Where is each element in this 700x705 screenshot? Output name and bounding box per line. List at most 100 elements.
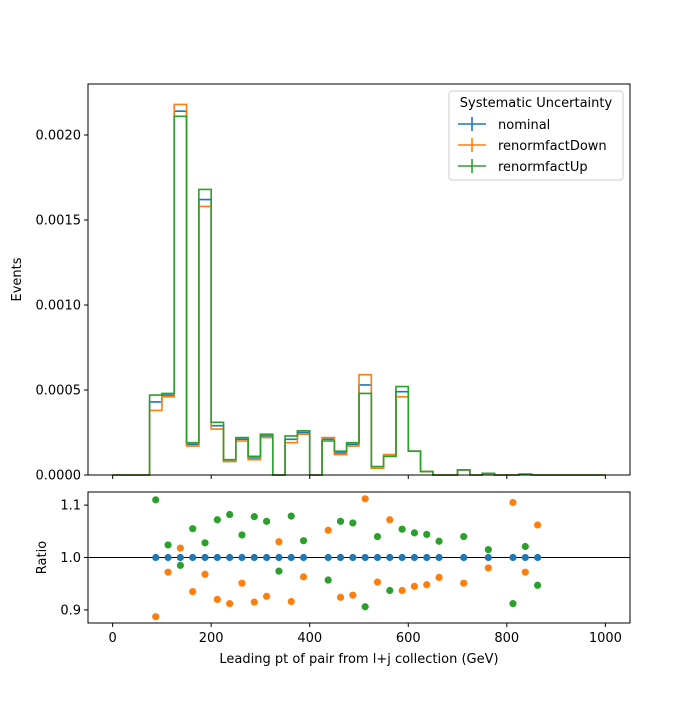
ratio-point-renormfactUp — [534, 582, 541, 589]
ratio-point-renormfactDown — [362, 495, 369, 502]
ratio-point-nominal — [460, 554, 467, 561]
ratio-point-renormfactDown — [325, 527, 332, 534]
ratio-point-nominal — [226, 554, 233, 561]
ratio-point-nominal — [423, 554, 430, 561]
ratio-point-nominal — [534, 554, 541, 561]
x-axis-label: Leading pt of pair from l+j collection (… — [219, 652, 498, 667]
ratio-point-renormfactDown — [460, 580, 467, 587]
ratio-point-renormfactDown — [189, 588, 196, 595]
ratio-point-renormfactUp — [300, 537, 307, 544]
ratio-point-renormfactUp — [275, 568, 282, 575]
ratio-point-renormfactUp — [362, 603, 369, 610]
ratio-point-renormfactDown — [374, 579, 381, 586]
ratio-point-renormfactDown — [337, 594, 344, 601]
ratio-point-nominal — [275, 554, 282, 561]
ratio-point-renormfactDown — [152, 613, 159, 620]
ratio-point-renormfactUp — [349, 519, 356, 526]
ratio-point-nominal — [485, 554, 492, 561]
ratio-point-renormfactUp — [411, 529, 418, 536]
ratio-point-renormfactDown — [164, 569, 171, 576]
ratio-point-renormfactUp — [386, 587, 393, 594]
ratio-point-renormfactUp — [423, 531, 430, 538]
ratio-point-renormfactUp — [325, 576, 332, 583]
ratio-point-renormfactDown — [201, 571, 208, 578]
x-tick-label: 800 — [494, 631, 519, 646]
ratio-point-nominal — [164, 554, 171, 561]
ratio-point-nominal — [435, 554, 442, 561]
ratio-point-nominal — [325, 554, 332, 561]
ratio-point-renormfactDown — [214, 596, 221, 603]
ratio-point-renormfactUp — [337, 518, 344, 525]
ratio-y-tick-label: 1.0 — [60, 551, 81, 566]
ratio-point-renormfactDown — [349, 592, 356, 599]
ratio-point-renormfactUp — [177, 562, 184, 569]
legend-label-renormfactUp: renormfactUp — [498, 160, 588, 175]
ratio-point-nominal — [251, 554, 258, 561]
ratio-point-nominal — [189, 554, 196, 561]
legend-title: Systematic Uncertainty — [460, 96, 613, 111]
ratio-point-renormfactUp — [509, 600, 516, 607]
main-y-axis-label: Events — [10, 257, 25, 301]
ratio-point-nominal — [201, 554, 208, 561]
legend-label-renormfactDown: renormfactDown — [498, 139, 607, 154]
ratio-point-renormfactDown — [177, 544, 184, 551]
ratio-point-renormfactDown — [386, 516, 393, 523]
ratio-point-renormfactDown — [238, 580, 245, 587]
ratio-point-nominal — [522, 554, 529, 561]
ratio-point-renormfactUp — [189, 525, 196, 532]
ratio-point-renormfactDown — [423, 581, 430, 588]
ratio-point-renormfactUp — [288, 513, 295, 520]
ratio-point-nominal — [288, 554, 295, 561]
ratio-point-renormfactUp — [251, 513, 258, 520]
ratio-y-tick-label: 0.9 — [60, 603, 81, 618]
legend-label-nominal: nominal — [498, 118, 550, 133]
ratio-point-renormfactDown — [399, 587, 406, 594]
x-tick-label: 600 — [396, 631, 421, 646]
ratio-point-renormfactUp — [263, 518, 270, 525]
main-y-tick-label: 0.0005 — [36, 384, 82, 399]
ratio-point-nominal — [386, 554, 393, 561]
ratio-point-nominal — [349, 554, 356, 561]
ratio-point-renormfactUp — [435, 538, 442, 545]
legend: Systematic Uncertainty nominal renormfact… — [449, 91, 623, 180]
ratio-point-renormfactUp — [164, 541, 171, 548]
main-y-tick-label: 0.0020 — [36, 129, 82, 144]
ratio-point-renormfactUp — [226, 511, 233, 518]
ratio-point-renormfactUp — [399, 526, 406, 533]
ratio-point-nominal — [177, 554, 184, 561]
ratio-point-nominal — [300, 554, 307, 561]
ratio-point-renormfactUp — [214, 516, 221, 523]
main-y-tick-label: 0.0000 — [36, 469, 82, 484]
ratio-point-renormfactUp — [201, 539, 208, 546]
ratio-y-tick-label: 1.1 — [60, 499, 81, 514]
ratio-point-renormfactUp — [374, 533, 381, 540]
ratio-point-renormfactUp — [522, 543, 529, 550]
ratio-y-axis-label: Ratio — [35, 541, 50, 574]
ratio-point-nominal — [399, 554, 406, 561]
ratio-point-renormfactUp — [238, 531, 245, 538]
ratio-point-renormfactDown — [522, 569, 529, 576]
ratio-point-renormfactUp — [460, 533, 467, 540]
x-tick-label: 0 — [108, 631, 116, 646]
ratio-point-renormfactDown — [435, 574, 442, 581]
ratio-point-renormfactUp — [152, 496, 159, 503]
x-tick-label: 1000 — [589, 631, 622, 646]
ratio-point-renormfactUp — [485, 546, 492, 553]
ratio-point-renormfactDown — [411, 583, 418, 590]
ratio-point-nominal — [509, 554, 516, 561]
ratio-point-renormfactDown — [251, 598, 258, 605]
ratio-point-renormfactDown — [288, 598, 295, 605]
ratio-point-nominal — [362, 554, 369, 561]
ratio-point-renormfactDown — [300, 573, 307, 580]
ratio-point-renormfactDown — [485, 564, 492, 571]
ratio-point-nominal — [374, 554, 381, 561]
ratio-point-renormfactDown — [534, 521, 541, 528]
main-y-tick-label: 0.0015 — [36, 214, 82, 229]
ratio-point-nominal — [214, 554, 221, 561]
ratio-point-renormfactDown — [263, 593, 270, 600]
main-y-tick-label: 0.0010 — [36, 299, 82, 314]
ratio-point-renormfactDown — [509, 499, 516, 506]
ratio-point-nominal — [263, 554, 270, 561]
